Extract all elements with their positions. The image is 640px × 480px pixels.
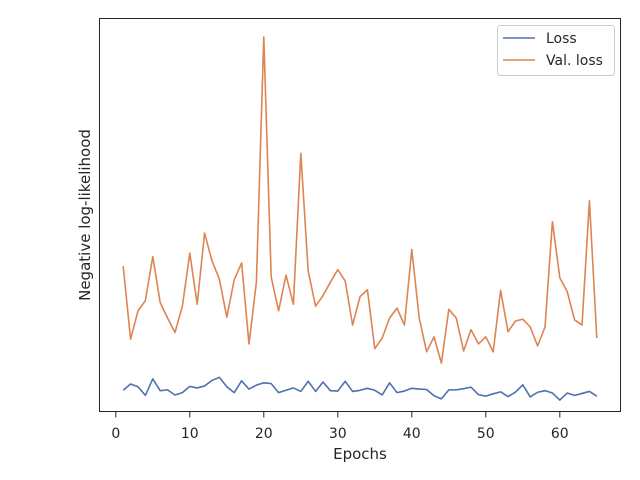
series-line-val-loss	[122, 36, 598, 364]
x-axis-label: Epochs	[333, 445, 387, 463]
legend-label-val-loss: Val. loss	[546, 53, 603, 69]
legend: Loss Val. loss	[497, 25, 615, 76]
x-tick-label-50: 50	[477, 426, 495, 442]
series-layer	[122, 36, 598, 401]
x-tick-label-10: 10	[181, 426, 199, 442]
x-tick-label-30: 30	[329, 426, 347, 442]
legend-label-loss: Loss	[546, 31, 577, 47]
plot-frame	[99, 18, 621, 412]
x-tick-label-40: 40	[403, 426, 421, 442]
series-line-loss	[122, 376, 598, 401]
x-tick-label-0: 0	[111, 426, 120, 442]
x-tick-label-20: 20	[255, 426, 273, 442]
x-tick-label-60: 60	[551, 426, 569, 442]
y-axis-label: Negative log-likelihood	[76, 129, 94, 301]
x-axis-ticks: 0 10 20 30 40 50 60	[111, 411, 569, 442]
